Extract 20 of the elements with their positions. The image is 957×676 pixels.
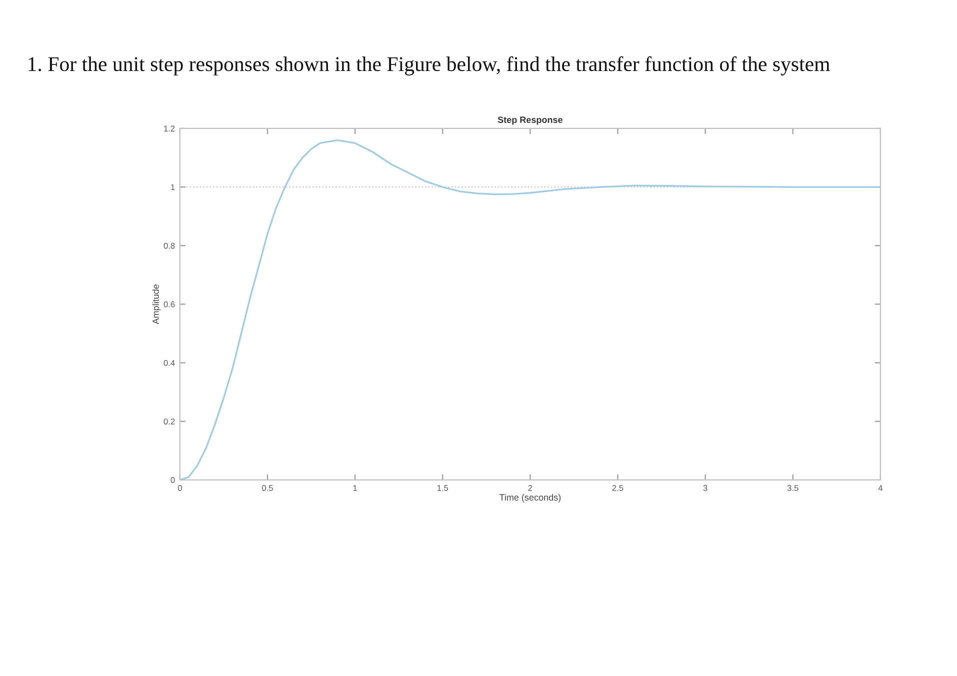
y-tick-label: 0.6: [164, 301, 175, 308]
x-tick-label: 0: [178, 485, 182, 491]
y-tick-label: 1.2: [164, 126, 175, 132]
x-axis-title: Time (seconds): [499, 494, 561, 502]
chart-title: Step Response: [498, 116, 562, 125]
y-axis-title: Amplitude: [152, 284, 161, 324]
x-tick-label: 1.5: [437, 485, 448, 491]
x-tick-label: 2.5: [612, 485, 624, 491]
y-tick-label: 0.4: [164, 360, 175, 366]
y-tick-label: 0.2: [164, 418, 175, 424]
y-tick-label: 0: [170, 477, 175, 484]
x-tick-label: 3: [703, 485, 708, 491]
x-tick-label: 1: [353, 485, 357, 491]
x-tick-label: 0.5: [262, 485, 273, 491]
text: 1. For the unit step responses shown in the Figure below, find the transfer function of the system: [28, 56, 830, 76]
x-tick-label: 4: [878, 485, 883, 491]
y-tick-label: 1: [171, 184, 175, 190]
y-tick-label: 0.8: [164, 242, 175, 249]
x-tick-label: 3.5: [787, 485, 798, 491]
x-tick-label: 2: [528, 485, 532, 491]
